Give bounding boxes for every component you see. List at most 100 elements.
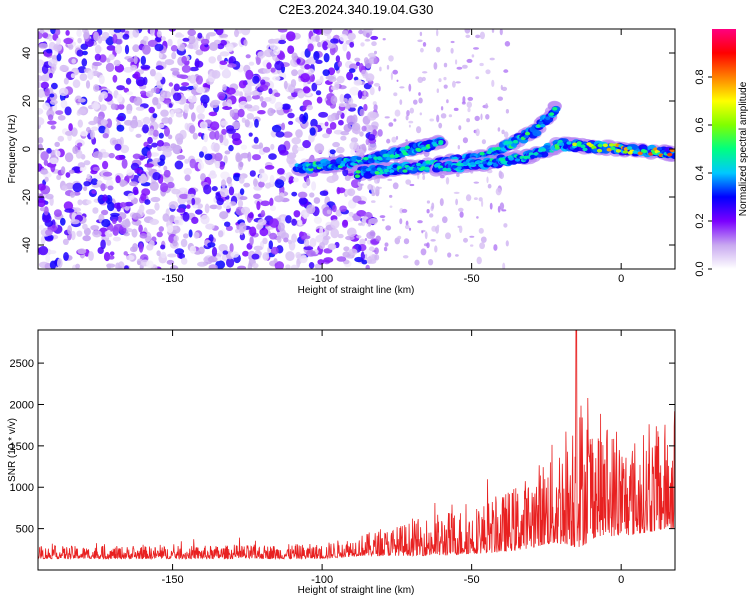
noise-blob [405, 115, 409, 121]
noise-blob [53, 43, 63, 52]
noise-blob [303, 246, 314, 251]
noise-blob [82, 235, 91, 242]
noise-blob [272, 76, 281, 81]
noise-blob [173, 83, 180, 92]
noise-blob [142, 124, 149, 134]
noise-blob [244, 119, 250, 128]
noise-blob [337, 233, 344, 239]
signal-blob [425, 144, 431, 148]
noise-blob [335, 55, 341, 63]
noise-blob [302, 105, 307, 111]
noise-blob [252, 154, 261, 161]
noise-blob [270, 143, 275, 150]
spectrogram-x-tick-label: -150 [162, 273, 184, 285]
signal-blob [387, 151, 393, 155]
noise-blob [83, 181, 91, 187]
noise-blob [181, 55, 187, 64]
noise-blob [168, 82, 174, 87]
noise-blob [153, 158, 161, 163]
noise-blob [60, 99, 68, 109]
signal-blob [642, 149, 648, 154]
noise-blob [199, 121, 208, 129]
noise-blob [156, 30, 162, 38]
noise-blob [225, 43, 234, 53]
noise-blob [217, 54, 222, 62]
noise-blob [378, 85, 381, 92]
noise-blob [450, 47, 454, 54]
noise-blob [172, 92, 182, 101]
noise-blob [351, 179, 360, 189]
noise-blob [137, 260, 141, 266]
noise-blob [433, 62, 438, 70]
noise-blob [473, 197, 478, 201]
noise-blob [154, 36, 162, 43]
noise-blob [63, 77, 69, 85]
noise-blob [308, 262, 315, 269]
noise-blob [223, 155, 228, 164]
noise-blob [356, 235, 362, 239]
noise-blob [420, 248, 427, 256]
noise-blob [429, 118, 435, 122]
noise-blob [323, 257, 334, 263]
noise-blob [402, 255, 409, 259]
noise-blob [359, 238, 366, 246]
noise-blob [229, 243, 234, 253]
noise-blob [209, 204, 219, 210]
noise-blob [346, 216, 354, 223]
noise-blob [505, 109, 509, 114]
noise-blob [43, 159, 49, 166]
noise-blob [422, 175, 426, 180]
noise-blob [114, 44, 123, 54]
noise-blob [226, 99, 233, 108]
noise-blob [176, 74, 185, 79]
noise-blob [330, 219, 340, 229]
noise-blob [160, 251, 167, 259]
noise-blob [408, 120, 414, 124]
noise-blob [379, 66, 382, 72]
noise-blob [481, 199, 484, 207]
noise-blob [229, 109, 235, 118]
noise-blob [296, 146, 305, 152]
noise-blob [309, 192, 315, 198]
noise-blob [225, 225, 233, 231]
noise-blob [77, 142, 83, 147]
spectrogram-x-label: Height of straight line (km) [298, 285, 415, 296]
noise-blob [303, 112, 309, 122]
noise-blob [279, 149, 289, 156]
noise-blob [234, 140, 243, 145]
noise-blob [296, 58, 301, 64]
noise-blob [249, 170, 256, 177]
signal-blob [541, 148, 547, 152]
noise-blob [485, 103, 488, 109]
noise-blob [458, 125, 462, 131]
signal-blob [562, 145, 568, 149]
noise-blob [194, 58, 200, 69]
noise-blob [51, 63, 57, 72]
noise-blob [322, 235, 331, 240]
noise-blob [247, 151, 252, 162]
noise-blob [209, 42, 219, 51]
noise-blob [344, 175, 351, 182]
signal-blob [602, 143, 609, 148]
noise-blob [63, 252, 69, 261]
spectrogram-signal-layer [291, 100, 675, 181]
noise-blob [123, 87, 129, 93]
noise-blob [277, 39, 287, 45]
noise-blob [178, 253, 185, 260]
noise-blob [211, 246, 218, 257]
noise-blob [182, 211, 190, 222]
spectrogram-x-tick-label: -100 [311, 273, 333, 285]
noise-blob [200, 173, 206, 182]
signal-blob [369, 158, 375, 163]
noise-blob [115, 175, 121, 184]
noise-blob [499, 171, 504, 180]
signal-blob [597, 143, 603, 148]
noise-blob [250, 90, 260, 96]
noise-blob [38, 183, 46, 191]
noise-blob [309, 75, 315, 83]
signal-blob [486, 150, 492, 155]
noise-blob [91, 178, 98, 186]
noise-blob [428, 259, 434, 266]
noise-blob [367, 111, 377, 121]
noise-blob [269, 218, 279, 228]
